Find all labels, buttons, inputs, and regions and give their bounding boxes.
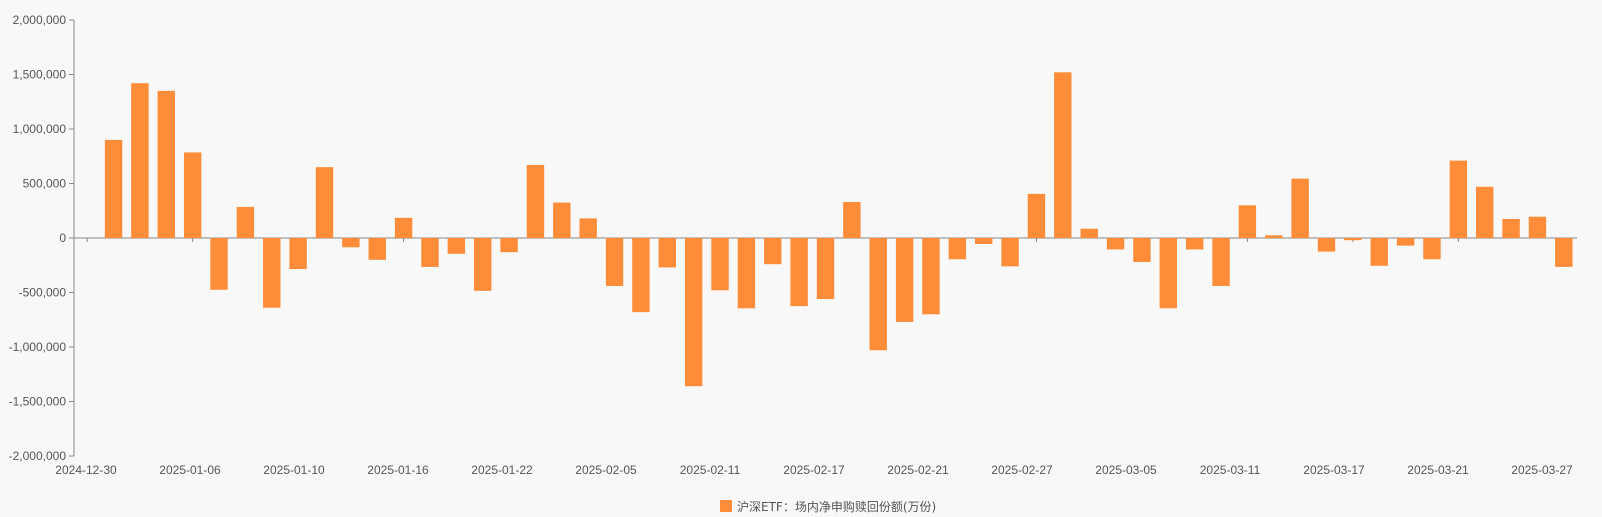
bar[interactable] (1528, 216, 1547, 238)
bar[interactable] (658, 238, 676, 268)
bar[interactable] (500, 238, 518, 253)
y-tick-label: 0 (59, 231, 66, 245)
bar[interactable] (869, 238, 887, 351)
x-tick-label: 2025-01-10 (263, 463, 325, 477)
bar[interactable] (605, 238, 624, 286)
y-tick-label: 2,000,000 (13, 13, 67, 27)
y-tick-label: -1,500,000 (9, 395, 67, 409)
bar[interactable] (1159, 238, 1177, 309)
x-tick-label: 2025-02-11 (680, 463, 741, 477)
bar[interactable] (1344, 238, 1362, 241)
bar[interactable] (632, 238, 650, 313)
bar[interactable] (1265, 235, 1283, 238)
bar[interactable] (1001, 238, 1019, 267)
x-axis: 2024-12-30 2025-01-06 2025-01-10 2025-01-16… (55, 237, 1577, 477)
bar[interactable] (394, 217, 413, 238)
x-tick-label: 2025-02-27 (991, 463, 1053, 477)
legend[interactable]: 沪深ETF：场内净申购赎回份额(万份) (720, 499, 936, 514)
y-tick-label: 1,500,000 (13, 68, 67, 82)
bar[interactable] (816, 238, 835, 300)
bar[interactable] (1238, 205, 1257, 238)
bar[interactable] (1106, 238, 1125, 250)
x-tick-label: 2025-02-21 (887, 463, 949, 477)
bar[interactable] (315, 167, 334, 238)
bar[interactable] (421, 238, 439, 267)
bar[interactable] (1476, 186, 1494, 238)
bar[interactable] (157, 90, 175, 238)
y-axis: 2,000,000 1,500,000 1,000,000 500,000 0 -500,… (9, 13, 75, 463)
bar[interactable] (1291, 178, 1309, 238)
bar[interactable] (1449, 160, 1468, 238)
bar[interactable] (1185, 238, 1204, 250)
bar[interactable] (553, 202, 571, 238)
bar[interactable] (790, 238, 808, 307)
bar[interactable] (474, 238, 492, 291)
bar[interactable] (1027, 193, 1046, 238)
x-tick-label: 2025-01-16 (367, 463, 429, 477)
bar[interactable] (843, 202, 861, 238)
x-tick-label: 2025-03-05 (1095, 463, 1157, 477)
bar[interactable] (948, 238, 967, 260)
bar[interactable] (104, 139, 123, 238)
bar[interactable] (1054, 72, 1072, 238)
bar[interactable] (131, 83, 149, 238)
bar[interactable] (1133, 238, 1151, 262)
x-tick-label: 2025-03-27 (1511, 463, 1573, 477)
x-tick-label: 2025-01-06 (159, 463, 221, 477)
bar[interactable] (526, 164, 545, 238)
bar[interactable] (1396, 238, 1415, 246)
bar[interactable] (236, 206, 255, 238)
y-tick-label: -500,000 (19, 286, 67, 300)
bar[interactable] (737, 238, 756, 309)
x-tick-label: 2025-03-17 (1303, 463, 1365, 477)
bar[interactable] (289, 238, 307, 270)
bar[interactable] (1370, 238, 1388, 266)
bar[interactable] (1555, 238, 1573, 267)
bar[interactable] (684, 238, 703, 387)
bar[interactable] (579, 218, 597, 238)
bar[interactable] (1502, 218, 1520, 238)
bar[interactable] (1423, 238, 1441, 260)
x-tick-label: 2025-02-17 (783, 463, 845, 477)
y-tick-label: 500,000 (23, 177, 67, 191)
bar[interactable] (210, 238, 228, 290)
bar[interactable] (711, 238, 729, 291)
y-tick-label: -2,000,000 (9, 449, 67, 463)
x-tick-label: 2025-02-05 (575, 463, 637, 477)
bar[interactable] (764, 238, 782, 265)
bar[interactable] (1212, 238, 1230, 286)
x-tick-label: 2024-12-30 (55, 463, 117, 477)
x-tick-label: 2025-03-21 (1407, 463, 1469, 477)
y-tick-label: 1,000,000 (13, 122, 67, 136)
x-tick-label: 2025-03-11 (1200, 463, 1261, 477)
legend-label[interactable]: 沪深ETF：场内净申购赎回份额(万份) (737, 499, 936, 514)
bar[interactable] (183, 152, 202, 238)
bar-series (104, 72, 1573, 387)
bar[interactable] (342, 238, 360, 248)
x-tick-label: 2025-01-22 (471, 463, 533, 477)
y-tick-label: -1,000,000 (9, 340, 67, 354)
bar[interactable] (975, 238, 993, 244)
bar[interactable] (1080, 228, 1098, 238)
bar[interactable] (263, 238, 281, 308)
bar[interactable] (447, 238, 466, 254)
bar[interactable] (895, 238, 914, 322)
bar[interactable] (368, 238, 386, 260)
bar[interactable] (922, 238, 940, 315)
legend-swatch[interactable] (720, 500, 732, 512)
bar[interactable] (1317, 238, 1336, 252)
